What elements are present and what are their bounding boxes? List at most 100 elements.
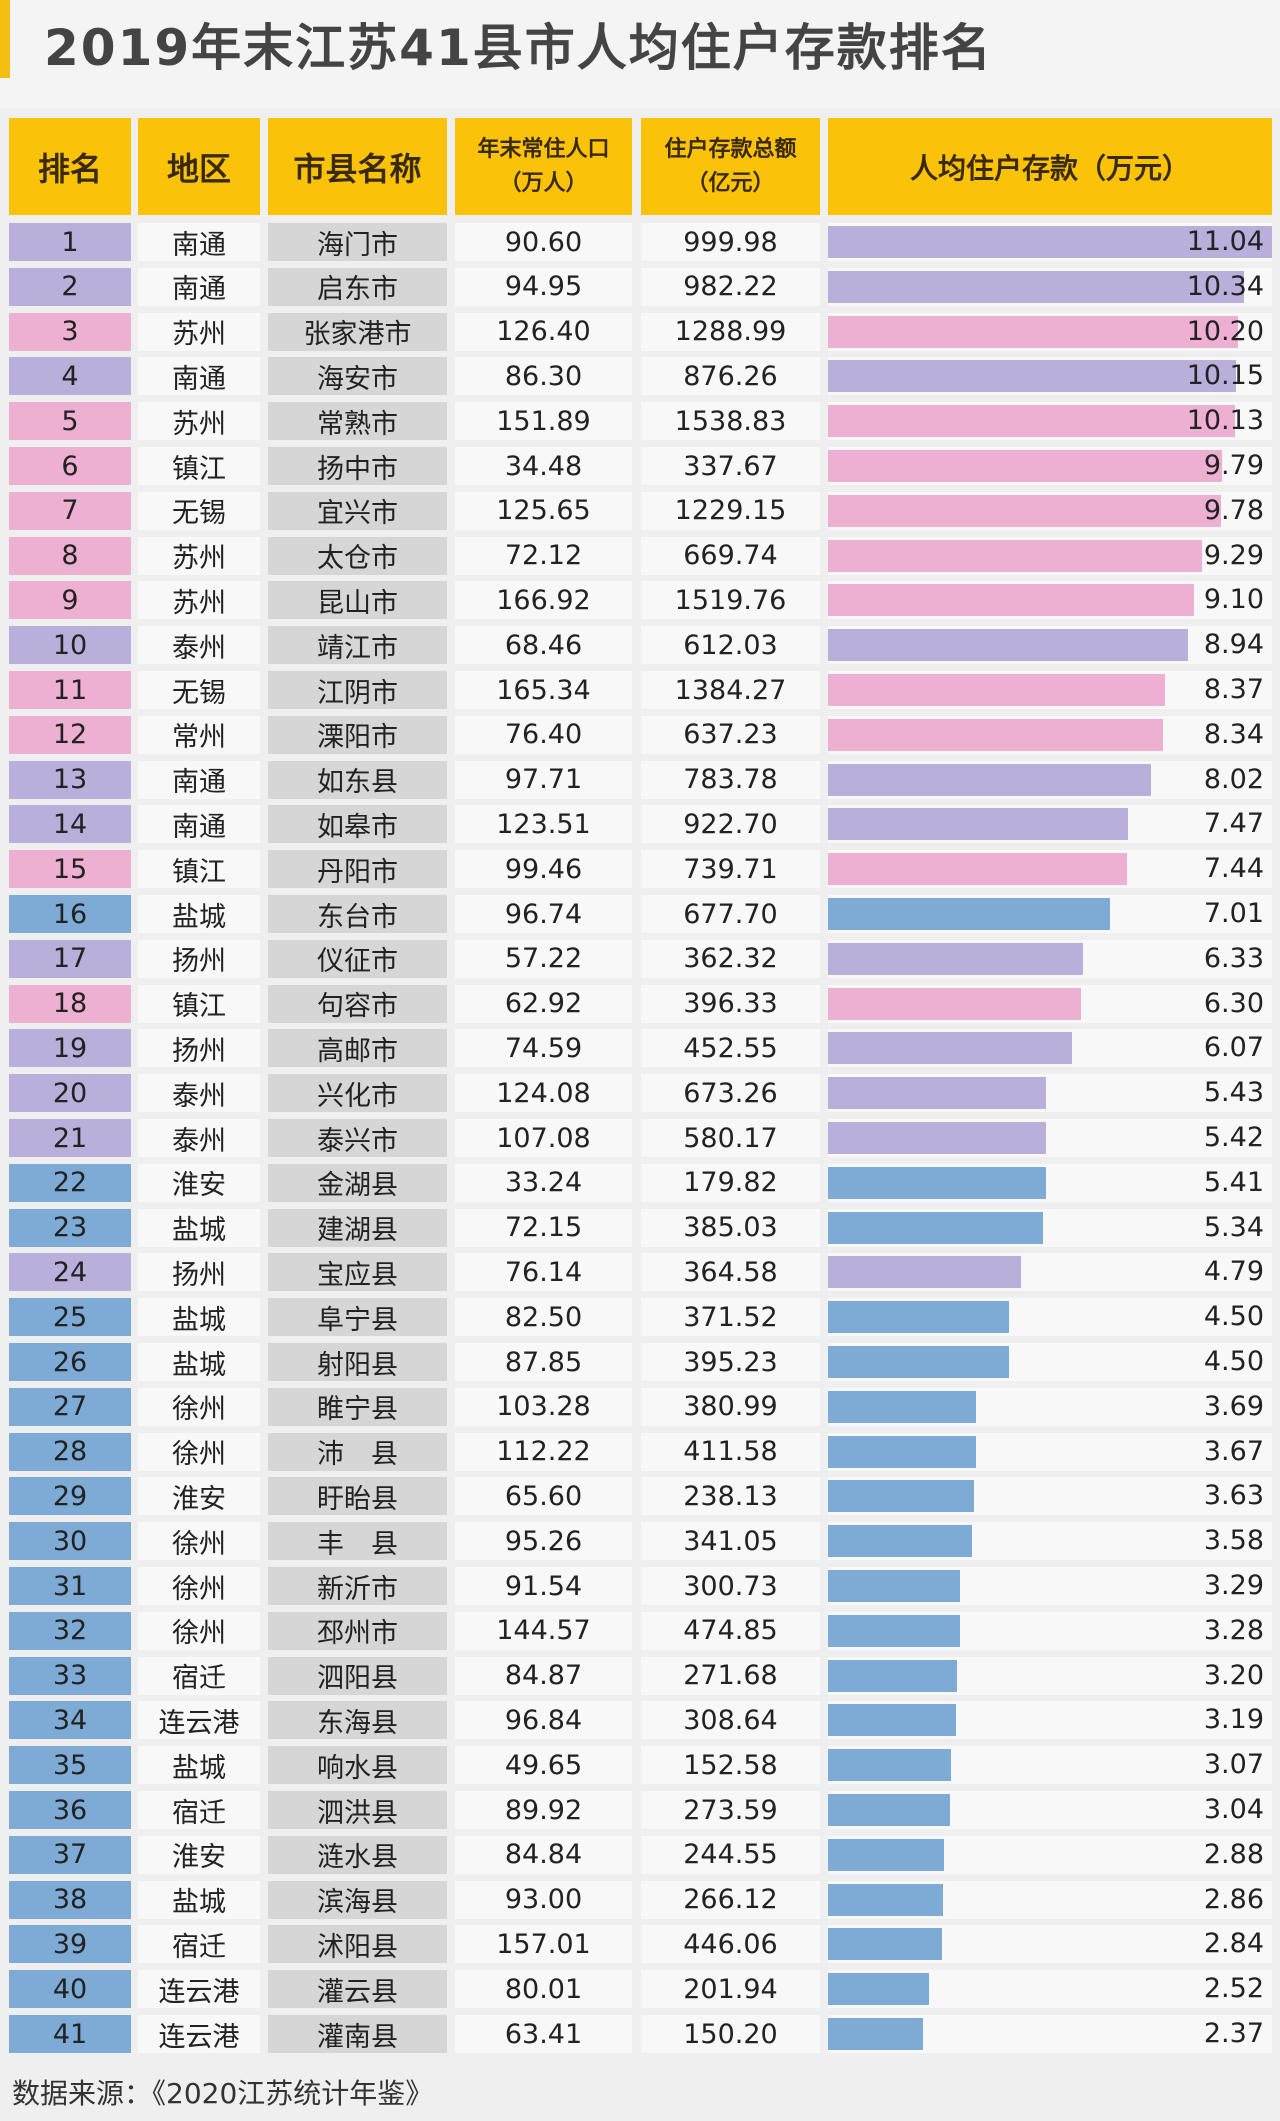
- cell-deposit: 999.98: [641, 223, 820, 261]
- cell-name: 如皋市: [268, 805, 447, 844]
- bar-value-label: 2.37: [1203, 2018, 1264, 2049]
- cell-population: 76.14: [455, 1253, 632, 1292]
- cell-deposit: 673.26: [641, 1074, 820, 1113]
- bar-row: 9.10: [828, 581, 1272, 620]
- cell-region: 宿迁: [138, 1791, 260, 1829]
- cell-name: 宝应县: [268, 1253, 447, 1292]
- bar-row: 3.67: [828, 1432, 1272, 1471]
- bar: [828, 1211, 1043, 1244]
- cell-rank: 11: [9, 671, 131, 709]
- cell-population: 103.28: [455, 1387, 632, 1426]
- cell-deposit: 637.23: [641, 715, 820, 754]
- cell-rank: 31: [9, 1567, 131, 1605]
- cell-name: 灌南县: [268, 2015, 447, 2053]
- header-region: 地区: [138, 118, 260, 215]
- bar: [828, 1614, 960, 1647]
- cell-rank: 21: [9, 1119, 131, 1157]
- cell-name: 张家港市: [268, 312, 447, 351]
- cell-deposit: 152.58: [641, 1746, 820, 1785]
- cell-population: 144.57: [455, 1611, 632, 1650]
- bar: [828, 1435, 976, 1468]
- cell-population: 107.08: [455, 1119, 632, 1157]
- cell-rank: 30: [9, 1522, 131, 1561]
- cell-deposit: 1519.76: [641, 581, 820, 620]
- bar: [828, 1525, 972, 1558]
- bar-row: 4.79: [828, 1253, 1272, 1292]
- bar-row: 4.50: [828, 1298, 1272, 1337]
- bar-row: 6.07: [828, 1029, 1272, 1068]
- bar: [828, 1973, 930, 2006]
- bar-value-label: 3.04: [1203, 1794, 1264, 1825]
- bar-row: 3.63: [828, 1477, 1272, 1516]
- cell-population: 123.51: [455, 805, 632, 844]
- data-source: 数据来源：《2020江苏统计年鉴》: [12, 2077, 434, 2110]
- cell-deposit: 677.70: [641, 895, 820, 933]
- cell-name: 金湖县: [268, 1163, 447, 1202]
- cell-deposit: 308.64: [641, 1701, 820, 1740]
- cell-name: 沭阳县: [268, 1925, 447, 1964]
- bar-value-label: 10.13: [1186, 405, 1264, 437]
- cell-name: 丹阳市: [268, 850, 447, 889]
- cell-population: 124.08: [455, 1074, 632, 1113]
- cell-name: 沛 县: [268, 1432, 447, 1471]
- cell-population: 157.01: [455, 1925, 632, 1964]
- bar-row: 3.19: [828, 1701, 1272, 1740]
- cell-rank: 1: [9, 223, 131, 261]
- bar: [828, 2018, 924, 2050]
- bar-row: 7.47: [828, 805, 1272, 844]
- bar-row: 3.29: [828, 1567, 1272, 1605]
- bar-value-label: 3.63: [1203, 1480, 1264, 1512]
- bar-row: 5.42: [828, 1119, 1272, 1157]
- bar-row: 10.15: [828, 357, 1272, 396]
- cell-rank: 27: [9, 1387, 131, 1426]
- bar-row: 3.58: [828, 1522, 1272, 1561]
- cell-rank: 18: [9, 984, 131, 1023]
- cell-deposit: 612.03: [641, 626, 820, 665]
- bar-value-label: 8.34: [1203, 718, 1264, 750]
- cell-name: 新沂市: [268, 1567, 447, 1605]
- cell-population: 72.12: [455, 536, 632, 575]
- cell-deposit: 1288.99: [641, 312, 820, 351]
- cell-region: 泰州: [138, 1074, 260, 1113]
- cell-region: 泰州: [138, 1119, 260, 1157]
- bar: [828, 584, 1194, 617]
- cell-rank: 36: [9, 1791, 131, 1829]
- cell-name: 泗阳县: [268, 1656, 447, 1695]
- cell-region: 南通: [138, 357, 260, 396]
- cell-region: 镇江: [138, 984, 260, 1023]
- bar-row: 10.13: [828, 402, 1272, 441]
- cell-deposit: 266.12: [641, 1880, 820, 1919]
- bar-row: 4.50: [828, 1343, 1272, 1381]
- cell-rank: 37: [9, 1835, 131, 1874]
- cell-population: 96.74: [455, 895, 632, 933]
- cell-deposit: 411.58: [641, 1432, 820, 1471]
- bar-row: 2.84: [828, 1925, 1272, 1964]
- bar-value-label: 7.44: [1203, 853, 1264, 885]
- bar: [828, 1166, 1046, 1199]
- cell-name: 东台市: [268, 895, 447, 933]
- bar-row: 10.34: [828, 267, 1272, 306]
- bar: [828, 494, 1222, 527]
- cell-rank: 20: [9, 1074, 131, 1113]
- cell-deposit: 580.17: [641, 1119, 820, 1157]
- cell-rank: 24: [9, 1253, 131, 1292]
- cell-name: 泗洪县: [268, 1791, 447, 1829]
- cell-name: 太仓市: [268, 536, 447, 575]
- cell-population: 126.40: [455, 312, 632, 351]
- bar-row: 8.02: [828, 760, 1272, 799]
- bar-row: 9.79: [828, 447, 1272, 485]
- cell-deposit: 337.67: [641, 447, 820, 485]
- cell-deposit: 244.55: [641, 1835, 820, 1874]
- cell-deposit: 474.85: [641, 1611, 820, 1650]
- bar-row: 11.04: [828, 223, 1272, 261]
- cell-population: 74.59: [455, 1029, 632, 1068]
- cell-name: 灌云县: [268, 1970, 447, 2009]
- cell-rank: 25: [9, 1298, 131, 1337]
- bar-value-label: 6.30: [1203, 987, 1264, 1019]
- cell-deposit: 876.26: [641, 357, 820, 396]
- cell-region: 徐州: [138, 1387, 260, 1426]
- cell-region: 无锡: [138, 671, 260, 709]
- cell-region: 盐城: [138, 1208, 260, 1247]
- bar-value-label: 2.88: [1203, 1838, 1264, 1870]
- bar-row: 6.33: [828, 939, 1272, 978]
